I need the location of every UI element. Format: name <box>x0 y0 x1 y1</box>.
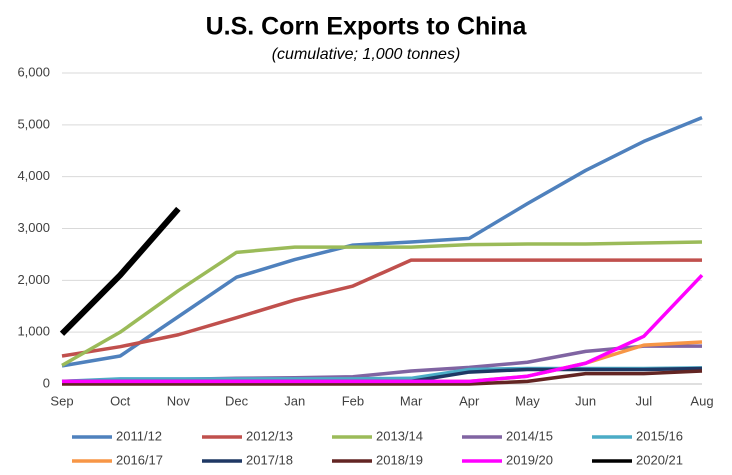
series-line <box>62 273 704 384</box>
series-line <box>61 258 702 358</box>
legend-label: 2011/12 <box>116 428 162 443</box>
y-tick-label: 0 <box>43 375 50 390</box>
x-tick-label: Aug <box>690 393 713 408</box>
y-tick-label: 2,000 <box>17 272 50 287</box>
x-tick-label: Jul <box>636 393 653 408</box>
legend-label: 2018/19 <box>376 452 423 467</box>
x-tick-label: Jan <box>284 393 305 408</box>
series-line <box>62 369 703 386</box>
x-tick-label: Dec <box>225 393 249 408</box>
x-tick-label: Feb <box>342 393 364 408</box>
x-tick-label: Sep <box>50 393 73 408</box>
legend-label: 2017/18 <box>246 452 293 467</box>
series-line <box>61 115 703 368</box>
y-tick-label: 4,000 <box>17 168 50 183</box>
legend-label: 2014/15 <box>506 428 553 443</box>
legend-label: 2012/13 <box>246 428 293 443</box>
x-tick-label: Mar <box>400 393 423 408</box>
x-tick-label: Nov <box>167 393 191 408</box>
x-tick-label: Jun <box>575 393 596 408</box>
legend-label: 2016/17 <box>116 452 163 467</box>
legend-label: 2020/21 <box>636 452 683 467</box>
chart-subtitle: (cumulative; 1,000 tonnes) <box>272 46 461 63</box>
legend-label: 2019/20 <box>506 452 553 467</box>
series-line <box>59 206 181 336</box>
y-tick-label: 5,000 <box>17 116 50 131</box>
legend-label: 2015/16 <box>636 428 683 443</box>
legend-label: 2013/14 <box>376 428 423 443</box>
y-tick-label: 3,000 <box>17 220 50 235</box>
y-tick-label: 1,000 <box>17 324 50 339</box>
x-tick-label: May <box>515 393 540 408</box>
y-tick-label: 6,000 <box>17 64 50 79</box>
series-line <box>61 240 703 367</box>
x-tick-label: Apr <box>459 393 480 408</box>
x-tick-label: Oct <box>110 393 131 408</box>
series-line <box>61 344 702 384</box>
chart-title: U.S. Corn Exports to China <box>206 13 528 41</box>
